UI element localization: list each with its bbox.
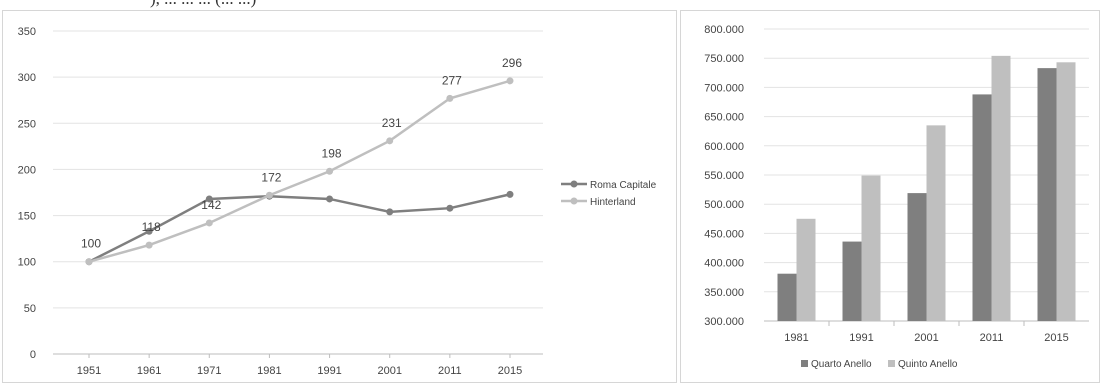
data-label: 172 (261, 170, 281, 184)
legend-swatch (801, 360, 808, 367)
bar-chart: 300.000 350.000 400.000 450.000 500.000 550.0… (704, 24, 1089, 370)
legend-marker (570, 180, 578, 188)
y-tick-label: 400.000 (704, 258, 744, 270)
bar-chart-panel: 300.000 350.000 400.000 450.000 500.000 550.0… (680, 10, 1100, 383)
y-tick-label: 600.000 (704, 141, 744, 153)
x-tick-label: 1991 (317, 365, 341, 377)
data-point (506, 190, 514, 198)
data-point (205, 219, 213, 227)
y-tick-label: 550.000 (704, 170, 744, 182)
x-tick-label: 2011 (980, 332, 1004, 344)
data-point (326, 167, 334, 175)
data-point (145, 227, 153, 235)
data-label: 277 (442, 73, 462, 87)
y-tick-label: 100 (18, 257, 36, 269)
bar (1056, 62, 1076, 322)
data-point (205, 195, 213, 203)
bar (796, 218, 816, 321)
y-tick-label: 0 (30, 349, 36, 361)
legend-label: Quinto Anello (898, 359, 958, 370)
y-tick-label: 650.000 (704, 112, 744, 124)
legend-label: Hinterland (590, 197, 636, 208)
data-label: 198 (322, 146, 342, 160)
data-point (386, 208, 394, 216)
x-tick-label: 1981 (784, 332, 808, 344)
x-tick-label: 1991 (849, 332, 873, 344)
legend-label: Quarto Anello (811, 359, 872, 370)
data-point (446, 204, 454, 212)
cropped-caption: ), ... ... ... (... ...) (150, 0, 256, 9)
x-tick-label: 1961 (137, 365, 161, 377)
legend-marker (570, 197, 578, 205)
bar (1037, 68, 1057, 322)
x-tick-label: 1951 (77, 365, 101, 377)
x-tick-label: 2011 (438, 365, 462, 377)
data-point (386, 137, 394, 145)
data-label: 142 (201, 198, 221, 212)
data-point (85, 258, 93, 266)
line-chart-panel: 0 50 100 150 200 250 300 350 1951 1961 1971 1981 199… (2, 10, 677, 383)
x-tick-label: 1981 (257, 365, 281, 377)
y-tick-label: 50 (24, 303, 36, 315)
data-point (506, 77, 514, 85)
bar (972, 94, 992, 322)
data-label: 100 (81, 237, 101, 251)
bar (861, 175, 881, 321)
legend-label: Roma Capitale (590, 180, 657, 191)
y-tick-label: 450.000 (704, 228, 744, 240)
data-point (265, 191, 273, 199)
bar (991, 55, 1011, 321)
data-label: 231 (382, 116, 402, 130)
x-tick-label: 2001 (914, 332, 938, 344)
data-label: 118 (142, 220, 161, 234)
y-tick-label: 250 (18, 118, 36, 130)
cropped-caption-strip: ), ... ... ... (... ...) (0, 0, 1102, 10)
x-tick-label: 2001 (377, 365, 401, 377)
y-tick-label: 150 (18, 211, 36, 223)
y-tick-label: 300.000 (704, 316, 744, 328)
y-tick-label: 350.000 (704, 287, 744, 299)
y-tick-label: 700.000 (704, 82, 744, 94)
series-line (88, 193, 511, 263)
legend-swatch (888, 360, 895, 367)
x-tick-label: 2015 (498, 365, 522, 377)
series-line (88, 79, 511, 263)
y-tick-label: 750.000 (704, 53, 744, 65)
data-label: 296 (502, 56, 522, 70)
y-tick-label: 800.000 (704, 24, 744, 36)
x-tick-label: 1971 (197, 365, 221, 377)
bar (777, 273, 797, 321)
data-point (326, 195, 334, 203)
line-chart: 0 50 100 150 200 250 300 350 1951 1961 1971 1981 199… (18, 26, 657, 377)
bar (842, 241, 862, 321)
y-tick-label: 350 (18, 26, 36, 38)
data-point (446, 94, 454, 102)
y-tick-label: 500.000 (704, 199, 744, 211)
bar (907, 193, 927, 321)
y-tick-label: 200 (18, 164, 36, 176)
y-tick-label: 300 (18, 72, 36, 84)
bar (926, 125, 946, 321)
data-point (145, 241, 153, 249)
x-tick-label: 2015 (1044, 332, 1068, 344)
